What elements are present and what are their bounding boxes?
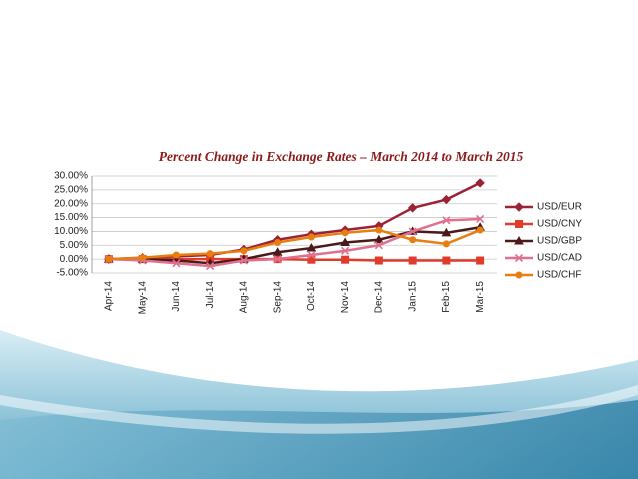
marker — [476, 226, 484, 234]
y-tick-label: 25.00% — [54, 184, 88, 195]
marker — [514, 253, 524, 263]
legend-label: USD/EUR — [537, 202, 582, 213]
x-tick-label: Jun-14 — [171, 281, 182, 312]
marker — [476, 256, 485, 265]
y-tick-label: 30.00% — [54, 171, 88, 182]
marker — [206, 262, 215, 271]
marker — [341, 246, 350, 255]
marker — [475, 178, 485, 188]
marker — [274, 239, 282, 247]
marker — [441, 227, 452, 237]
marker — [374, 256, 383, 265]
x-tick-label: Oct-14 — [306, 281, 317, 311]
y-tick-label: 10.00% — [54, 226, 88, 237]
marker — [442, 240, 450, 248]
marker — [442, 216, 451, 225]
marker — [341, 255, 350, 264]
series-line — [108, 226, 481, 265]
marker — [374, 241, 383, 250]
marker — [273, 255, 282, 264]
marker — [514, 202, 524, 212]
marker — [409, 236, 417, 244]
series-line — [108, 217, 481, 268]
marker — [476, 214, 485, 224]
y-tick-label: 0.00% — [60, 254, 88, 265]
marker — [515, 220, 523, 228]
x-tick-label: Dec-14 — [374, 281, 385, 314]
marker — [306, 243, 317, 252]
marker — [139, 254, 147, 262]
marker — [442, 256, 451, 265]
legend-label: USD/CHF — [537, 270, 581, 281]
x-tick-label: Aug-14 — [239, 281, 250, 314]
x-tick-label: Sep-14 — [272, 281, 283, 314]
marker — [407, 203, 418, 213]
marker — [408, 227, 417, 236]
x-tick-label: May-14 — [137, 281, 148, 315]
plot: 30.00% 25.00% 20.00% 15.00% 10.00% 5.00% 0.00%… — [54, 171, 582, 315]
legend-label: USD/GBP — [537, 236, 582, 247]
marker — [340, 237, 350, 247]
marker — [341, 229, 349, 237]
marker — [172, 251, 180, 259]
marker — [239, 256, 248, 265]
marker — [172, 259, 181, 268]
marker — [307, 250, 316, 260]
y-tick-label: 5.00% — [60, 240, 88, 251]
wave-light — [0, 385, 638, 434]
x-tick-label: Feb-15 — [441, 281, 452, 313]
y-tick-label: -5.00% — [56, 268, 88, 279]
x-tick-label: Apr-14 — [104, 281, 115, 311]
marker — [307, 233, 315, 241]
marker — [374, 234, 384, 244]
marker — [375, 226, 383, 234]
x-tick-label: Mar-15 — [475, 281, 486, 313]
marker — [272, 247, 283, 256]
legend-label: USD/CNY — [537, 219, 582, 230]
marker — [514, 235, 524, 245]
series-line — [108, 228, 481, 261]
marker — [408, 256, 417, 265]
marker — [206, 250, 214, 258]
legend-label: USD/CAD — [537, 253, 582, 264]
x-tick-label: Jan-15 — [407, 281, 418, 312]
y-tick-label: 20.00% — [54, 198, 88, 209]
marker — [240, 247, 248, 255]
x-tick-label: Nov-14 — [340, 281, 351, 314]
marker — [515, 271, 523, 279]
marker — [441, 194, 452, 205]
x-tick-label: Jul-14 — [205, 281, 216, 309]
chart-title: Percent Change in Exchange Rates – March… — [159, 149, 524, 164]
y-tick-label: 15.00% — [54, 212, 88, 223]
marker — [105, 255, 113, 263]
